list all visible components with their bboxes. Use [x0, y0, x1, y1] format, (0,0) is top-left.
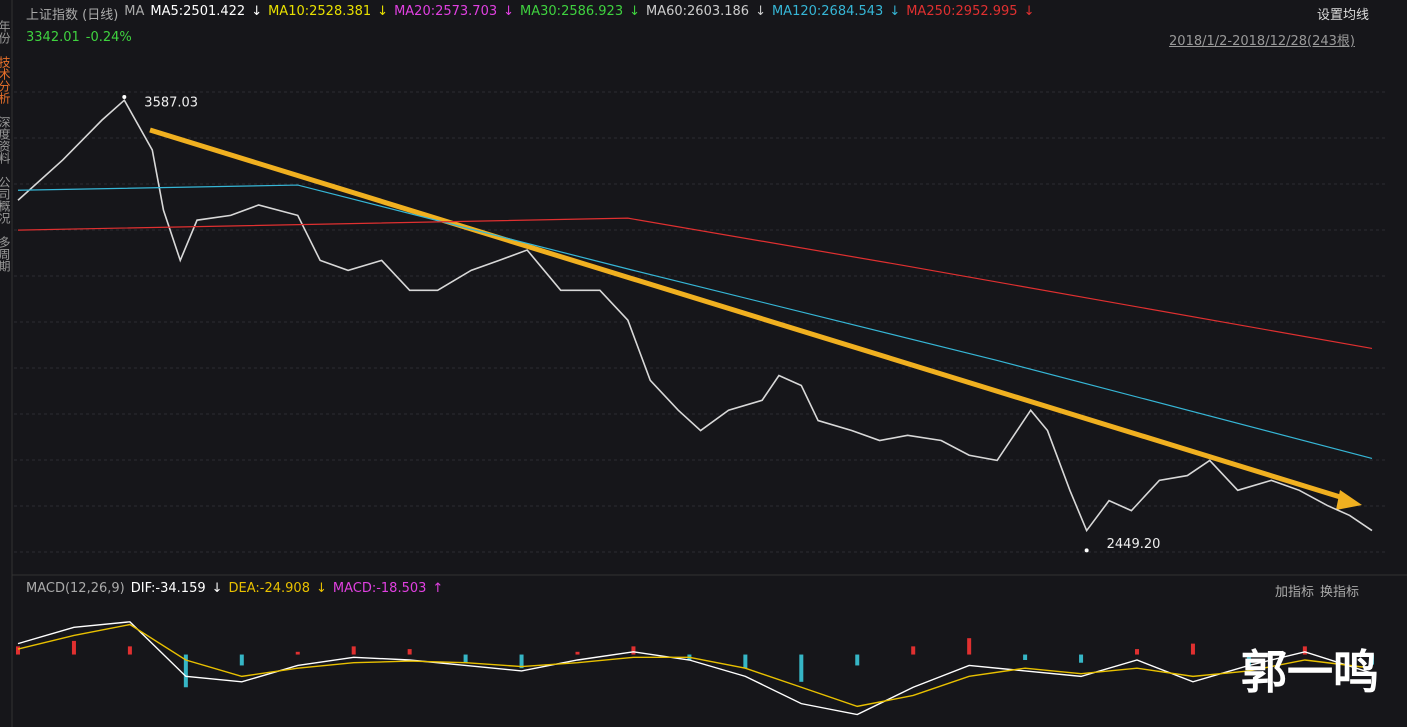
line — [17, 621, 1373, 716]
macd-bar — [295, 651, 300, 655]
macd-arrow: ↑ — [432, 581, 444, 596]
macd-bar — [463, 654, 468, 663]
macd-bar — [239, 654, 244, 666]
macd-bar — [407, 649, 412, 655]
sidebar: 年份技术分析深度资料公司概况多周期 — [0, 20, 12, 284]
ma-arrow: ↓ — [889, 4, 901, 19]
line — [17, 623, 1373, 708]
macd-bar — [519, 654, 524, 669]
macd-legend: MACD(12,26,9) DIF:-34.159 ↓ DEA:-24.908 ↓ MA… — [26, 581, 443, 596]
macd-bar — [1079, 654, 1084, 663]
sidebar-tab[interactable]: 年份 — [0, 20, 11, 44]
ma-value: MA5:2501.422 — [150, 4, 246, 19]
macd-bar — [1023, 654, 1028, 660]
macd-arrow: ↓ — [315, 581, 327, 596]
macd-bar — [71, 640, 76, 655]
macd-bar — [1370, 654, 1374, 665]
annotation-point — [122, 95, 127, 100]
macd-title: MACD(12,26,9) — [26, 581, 125, 596]
change: -0.24% — [85, 30, 132, 45]
quote: 3342.01 -0.24% — [26, 30, 132, 45]
macd-bar — [183, 654, 188, 688]
header: 上证指数 (日线) MA MA5:2501.422 ↓ MA10:2528.381 ↓… — [26, 4, 1034, 23]
title: 上证指数 (日线) — [26, 8, 119, 23]
ma-value: MA20:2573.703 — [394, 4, 498, 19]
macd-bar — [351, 646, 356, 655]
ma-label[interactable]: MA — [124, 4, 145, 19]
buttons: 加指标 换指标 — [1275, 581, 1359, 600]
ma-value: MA120:2684.543 — [771, 4, 884, 19]
macd-bar — [1246, 654, 1251, 671]
ma-arrow: ↓ — [503, 4, 515, 19]
macd-bar — [799, 654, 804, 682]
annotation: 3587.03 — [144, 96, 198, 111]
line — [17, 184, 1373, 460]
range[interactable]: 2018/1/2-2018/12/28(243根) — [1169, 34, 1355, 49]
settings[interactable]: 设置均线 — [1316, 8, 1369, 23]
macd-value: DIF:-34.159 — [130, 581, 206, 596]
trend-arrow-head — [1336, 490, 1362, 510]
sidebar-tab[interactable]: 多周期 — [0, 236, 11, 272]
annotation-point — [1084, 548, 1089, 553]
sidebar-tab[interactable]: 技术分析 — [0, 56, 11, 104]
macd-bar — [16, 646, 20, 655]
macd-bar — [1190, 643, 1195, 655]
macd-bar — [127, 646, 132, 655]
ma-arrow: ↓ — [377, 4, 389, 19]
ma-value: MA30:2586.923 — [520, 4, 624, 19]
sidebar-tab[interactable]: 公司概况 — [0, 176, 11, 224]
macd-arrow: ↓ — [211, 581, 223, 596]
macd-bar — [967, 638, 972, 655]
line — [17, 98, 1373, 533]
ma-value: MA60:2603.186 — [646, 4, 750, 19]
ma-arrow: ↓ — [1023, 4, 1035, 19]
ma-value: MA10:2528.381 — [268, 4, 372, 19]
macd-bar — [575, 651, 580, 655]
add-indicator[interactable]: 加指标 — [1274, 585, 1314, 600]
macd-bar — [1135, 649, 1140, 655]
trend-arrow — [149, 127, 1351, 503]
macd-value: MACD:-18.503 — [332, 581, 427, 596]
annotation: 2449.20 — [1107, 537, 1161, 552]
last: 3342.01 — [26, 30, 80, 45]
macd-value: DEA:-24.908 — [228, 581, 310, 596]
watermark: 郭一鸣 — [1241, 645, 1379, 699]
line — [17, 217, 1373, 350]
macd-bar — [631, 646, 636, 655]
ma-arrow: ↓ — [251, 4, 263, 19]
switch-indicator[interactable]: 换指标 — [1319, 585, 1359, 600]
macd-bar — [855, 654, 860, 666]
ma-value: MA250:2952.995 — [906, 4, 1018, 19]
ma-arrow: ↓ — [755, 4, 766, 19]
macd-bar — [743, 654, 748, 669]
macd-bar — [911, 646, 916, 655]
ma-arrow: ↓ — [629, 4, 640, 19]
sidebar-tab[interactable]: 深度资料 — [0, 116, 11, 164]
macd-bar — [1302, 646, 1307, 655]
